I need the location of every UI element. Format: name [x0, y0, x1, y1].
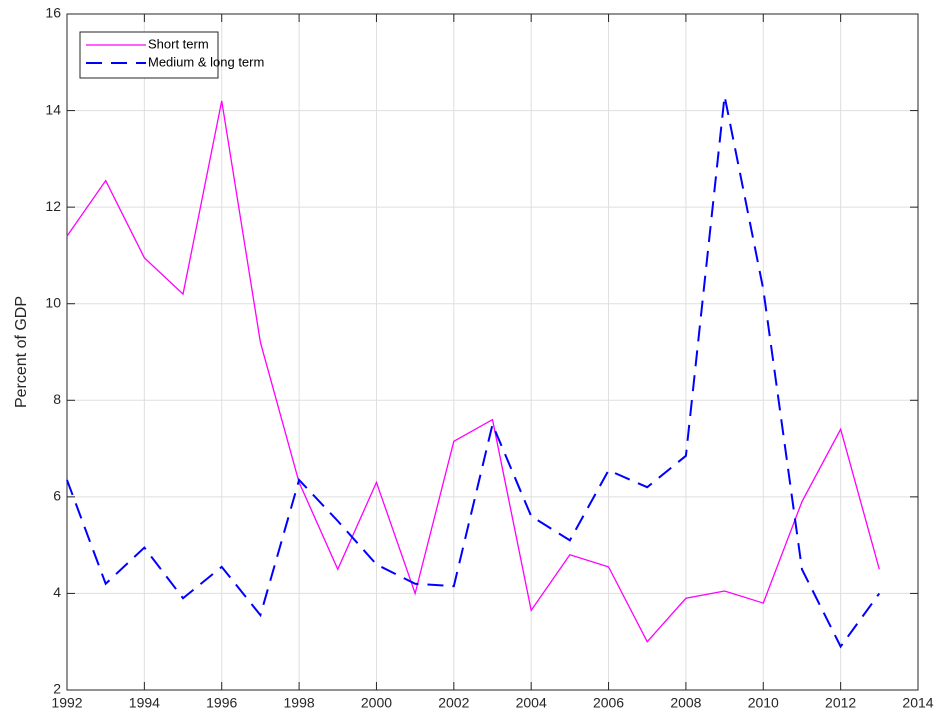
legend-label: Medium & long term	[148, 54, 264, 69]
x-tick-label: 2000	[361, 695, 392, 711]
x-tick-label: 2014	[902, 695, 933, 711]
plot-area	[67, 14, 918, 690]
x-tick-label: 2008	[670, 695, 701, 711]
y-tick-label: 6	[53, 488, 61, 504]
series-line	[66, 100, 880, 643]
legend-box	[79, 31, 219, 79]
y-tick-label: 8	[53, 391, 61, 407]
x-tick-label: 1994	[129, 695, 160, 711]
x-tick-label: 2002	[438, 695, 469, 711]
plot-frame	[66, 13, 919, 691]
y-tick-label: 16	[45, 5, 61, 21]
x-tick-label: 2012	[825, 695, 856, 711]
y-tick-label: 2	[53, 681, 61, 697]
y-tick-label: 12	[45, 198, 61, 214]
y-tick-label: 4	[53, 584, 61, 600]
x-tick-label: 1996	[206, 695, 237, 711]
x-tick-label: 2006	[593, 695, 624, 711]
x-tick-label: 1992	[51, 695, 82, 711]
y-axis-label: Percent of GDP	[13, 296, 30, 408]
legend-label: Short term	[148, 36, 209, 51]
x-tick-label: 2004	[516, 695, 547, 711]
x-tick-label: 2010	[748, 695, 779, 711]
x-tick-label: 1998	[284, 695, 315, 711]
y-tick-label: 10	[45, 294, 61, 310]
y-tick-label: 14	[45, 101, 61, 117]
series-line	[66, 95, 881, 649]
